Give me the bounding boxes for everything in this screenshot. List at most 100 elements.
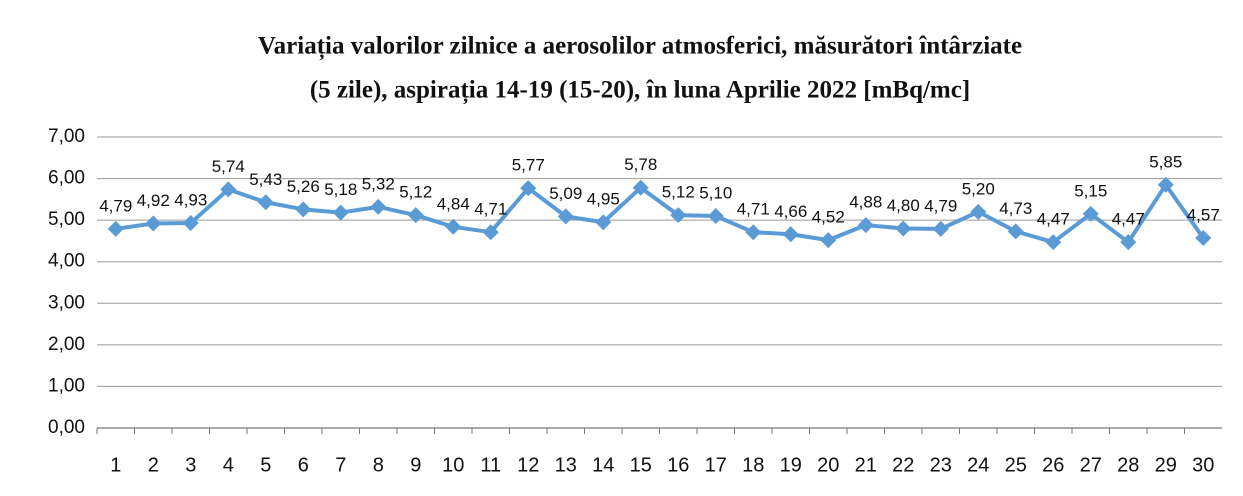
x-tick-label: 4 [223, 454, 234, 476]
marker [257, 194, 274, 211]
marker [220, 181, 237, 198]
data-label: 4,79 [99, 196, 132, 215]
data-label: 4,66 [774, 202, 807, 221]
x-tick-label: 8 [373, 454, 384, 476]
data-label: 5,20 [962, 179, 995, 198]
data-label: 5,09 [549, 184, 582, 203]
chart-title: Variația valorilor zilnice a aerosolilor… [258, 33, 1022, 61]
marker [595, 214, 612, 231]
marker [670, 207, 687, 224]
y-tick-label: 4,00 [48, 251, 85, 272]
x-tick-label: 16 [667, 454, 689, 476]
data-label: 5,43 [249, 170, 282, 189]
x-tick-label: 3 [185, 454, 196, 476]
y-tick-label: 3,00 [48, 292, 85, 313]
marker [857, 217, 874, 234]
data-label: 5,10 [699, 183, 732, 202]
marker [1007, 223, 1024, 240]
x-tick-label: 22 [892, 454, 914, 476]
data-label: 4,88 [849, 193, 882, 212]
data-label: 5,18 [324, 180, 357, 199]
x-tick-label: 24 [967, 454, 989, 476]
marker [145, 215, 162, 232]
y-tick-label: 6,00 [48, 168, 85, 189]
x-tick-label: 14 [592, 454, 614, 476]
data-label: 4,92 [137, 191, 170, 210]
marker [557, 208, 574, 225]
x-tick-label: 13 [555, 454, 577, 476]
x-tick-label: 26 [1042, 454, 1064, 476]
x-tick-label: 27 [1080, 454, 1102, 476]
y-tick-label: 1,00 [48, 375, 85, 396]
marker [1120, 234, 1137, 251]
y-tick-label: 5,00 [48, 209, 85, 230]
x-tick-label: 25 [1005, 454, 1027, 476]
data-label: 4,47 [1112, 210, 1145, 229]
data-label: 5,15 [1074, 181, 1107, 200]
x-tick-label: 11 [480, 454, 501, 476]
x-tick-label: 28 [1117, 454, 1139, 476]
marker [370, 198, 387, 215]
data-label: 4,73 [999, 199, 1032, 218]
data-label: 4,80 [887, 196, 920, 215]
marker [520, 180, 537, 197]
x-tick-label: 10 [442, 454, 464, 476]
marker [782, 226, 799, 243]
data-label: 4,52 [812, 208, 845, 227]
marker [332, 204, 349, 221]
data-label: 4,57 [1187, 206, 1220, 225]
marker [1157, 176, 1174, 193]
data-label: 4,79 [924, 196, 957, 215]
x-tick-label: 15 [630, 454, 652, 476]
data-label: 4,47 [1037, 210, 1070, 229]
x-tick-label: 29 [1155, 454, 1177, 476]
x-tick-label: 19 [780, 454, 802, 476]
x-tick-label: 7 [335, 454, 346, 476]
x-tick-label: 23 [930, 454, 952, 476]
marker [482, 224, 499, 241]
data-label: 5,12 [399, 183, 432, 202]
x-tick-label: 5 [260, 454, 271, 476]
x-tick-label: 30 [1192, 454, 1214, 476]
data-label: 4,71 [474, 200, 507, 219]
x-tick-label: 17 [705, 454, 727, 476]
data-label: 5,78 [624, 155, 657, 174]
x-tick-label: 2 [148, 454, 159, 476]
x-tick-label: 21 [855, 454, 877, 476]
y-tick-label: 7,00 [48, 126, 85, 147]
x-tick-label: 20 [817, 454, 839, 476]
marker [107, 220, 124, 237]
data-label: 4,93 [174, 191, 207, 210]
y-tick-label: 0,00 [48, 417, 85, 438]
marker [407, 207, 424, 224]
x-tick-label: 1 [110, 454, 121, 476]
x-tick-label: 18 [742, 454, 764, 476]
data-label: 5,85 [1149, 152, 1182, 171]
y-tick-label: 2,00 [48, 334, 85, 355]
marker [970, 203, 987, 220]
marker [182, 215, 199, 232]
data-label: 5,77 [512, 156, 545, 175]
marker [1195, 230, 1212, 247]
marker [295, 201, 312, 218]
data-label: 5,26 [287, 177, 320, 196]
data-label: 4,95 [587, 190, 620, 209]
x-tick-label: 9 [410, 454, 421, 476]
data-label: 4,71 [737, 200, 770, 219]
x-tick-label: 12 [517, 454, 539, 476]
marker [932, 220, 949, 237]
marker [1045, 234, 1062, 251]
marker [820, 232, 837, 249]
data-label: 5,12 [662, 183, 695, 202]
data-label: 5,32 [362, 174, 395, 193]
marker [707, 207, 724, 224]
marker [445, 218, 462, 235]
marker [895, 220, 912, 237]
data-label: 5,74 [212, 157, 245, 176]
marker [745, 224, 762, 241]
x-tick-label: 6 [298, 454, 309, 476]
chart-title: (5 zile), aspirația 14-19 (15-20), în lu… [310, 77, 970, 105]
marker [632, 179, 649, 196]
